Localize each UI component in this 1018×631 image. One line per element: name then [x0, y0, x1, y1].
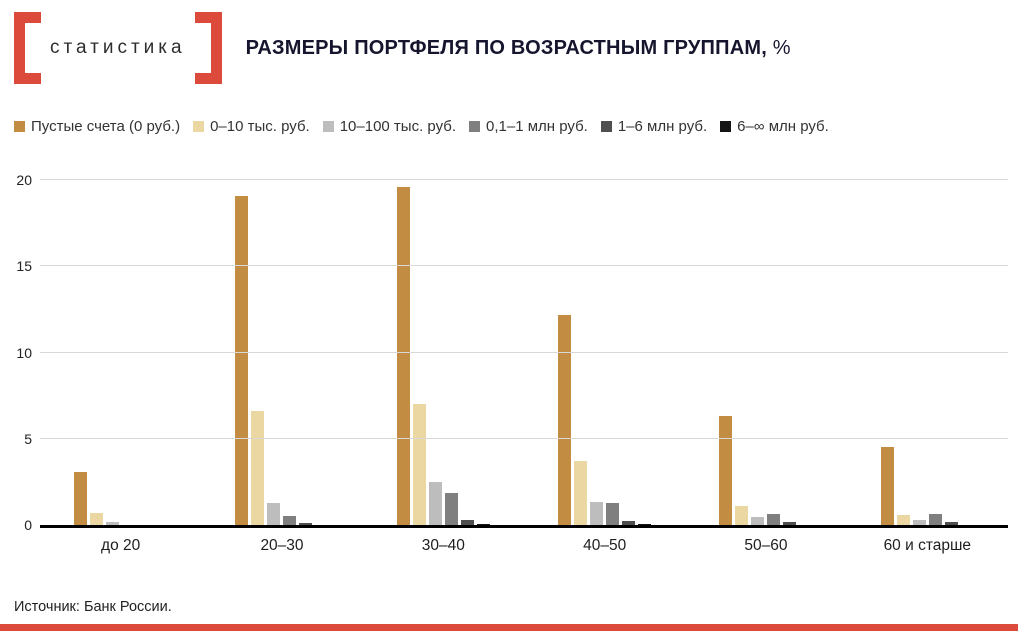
- legend: Пустые счета (0 руб.) 0–10 тыс. руб. 10–…: [14, 118, 1018, 135]
- bar: [476, 524, 490, 525]
- legend-swatch: [14, 121, 25, 132]
- right-bracket-icon: [194, 12, 222, 84]
- bar: [444, 493, 458, 525]
- bar: [751, 517, 765, 525]
- bar: [558, 315, 572, 525]
- gridline: [40, 179, 1008, 180]
- x-axis-label: 40–50: [583, 537, 627, 554]
- legend-label: 6–∞ млн руб.: [737, 118, 829, 135]
- legend-label: 1–6 млн руб.: [617, 118, 708, 135]
- bar: [622, 521, 636, 525]
- bar: [638, 524, 652, 525]
- x-axis-label: 50–60: [744, 537, 788, 554]
- bar: [460, 520, 474, 525]
- bar: [767, 514, 781, 525]
- bar: [944, 522, 958, 525]
- legend-label: 10–100 тыс. руб.: [339, 118, 457, 135]
- y-tick-label: 10: [16, 344, 32, 361]
- left-bracket-icon: [14, 12, 41, 84]
- accent-strip: [0, 624, 1018, 631]
- logo-text: статистика: [50, 37, 186, 58]
- logo: статистика: [14, 12, 222, 84]
- bar-group: [363, 183, 524, 525]
- bar: [267, 503, 281, 525]
- page-title-unit: %: [766, 36, 791, 59]
- bar: [896, 515, 910, 525]
- bar: [396, 187, 410, 525]
- page-title-main: РАЗМЕРЫ ПОРТФЕЛЯ ПО ВОЗРАСТНЫМ ГРУППАМ,: [245, 36, 767, 59]
- header: статистика РАЗМЕРЫ ПОРТФЕЛЯ ПО ВОЗРАСТНЫ…: [0, 0, 1018, 84]
- legend-item: 0–10 тыс. руб.: [193, 118, 310, 135]
- bar: [735, 506, 749, 525]
- bar: [106, 522, 120, 525]
- bar: [912, 520, 926, 525]
- gridline: [40, 437, 1008, 439]
- legend-label: 0,1–1 млн руб.: [486, 118, 588, 135]
- gridline: [40, 265, 1008, 267]
- x-axis-label: до 20: [101, 537, 141, 554]
- bar: [574, 461, 588, 525]
- bar-group: [524, 183, 685, 525]
- bar-group: [201, 183, 362, 525]
- y-tick-label: 5: [24, 430, 32, 447]
- source-text: Источник: Банк России.: [14, 599, 172, 615]
- x-axis-labels: до 20 20–30 30–40 40–50 50–60 60 и старше: [40, 537, 1008, 555]
- legend-item: 0,1–1 млн руб.: [469, 118, 588, 135]
- bar-group: [685, 183, 846, 525]
- bar: [251, 411, 265, 525]
- legend-label: 0–10 тыс. руб.: [210, 118, 310, 135]
- bar-groups: [40, 183, 1008, 525]
- legend-swatch: [469, 121, 481, 132]
- bar: [928, 514, 942, 525]
- bar: [90, 513, 104, 525]
- bar: [606, 503, 620, 525]
- y-tick-label: 20: [16, 172, 32, 188]
- legend-item: 1–6 млн руб.: [600, 118, 708, 135]
- y-tick-label: 15: [16, 258, 32, 275]
- gridline: [40, 351, 1008, 353]
- bar-group: [40, 183, 201, 525]
- x-axis-label: 20–30: [260, 537, 304, 554]
- plot-area: 0 5 10 15 20: [16, 172, 1008, 533]
- bar: [783, 522, 797, 525]
- bar-group: [847, 183, 1008, 525]
- y-tick-label: 0: [24, 517, 32, 533]
- bar: [283, 516, 297, 525]
- legend-item: Пустые счета (0 руб.): [14, 118, 180, 135]
- legend-item: 10–100 тыс. руб.: [322, 118, 457, 135]
- bar: [719, 416, 733, 525]
- bar: [235, 196, 249, 525]
- page-title: РАЗМЕРЫ ПОРТФЕЛЯ ПО ВОЗРАСТНЫМ ГРУППАМ, …: [246, 37, 791, 60]
- bar: [880, 447, 894, 525]
- x-axis-label: 30–40: [421, 537, 465, 554]
- legend-swatch: [720, 121, 732, 132]
- legend-swatch: [600, 121, 612, 132]
- bar: [412, 404, 426, 525]
- legend-swatch: [322, 121, 334, 132]
- legend-swatch: [193, 121, 205, 132]
- x-axis-label: 60 и старше: [883, 537, 972, 554]
- bar: [74, 472, 88, 525]
- legend-label: Пустые счета (0 руб.): [31, 118, 181, 135]
- bar: [428, 482, 442, 525]
- bar: [590, 502, 604, 525]
- legend-item: 6–∞ млн руб.: [720, 118, 829, 135]
- bar: [299, 523, 313, 525]
